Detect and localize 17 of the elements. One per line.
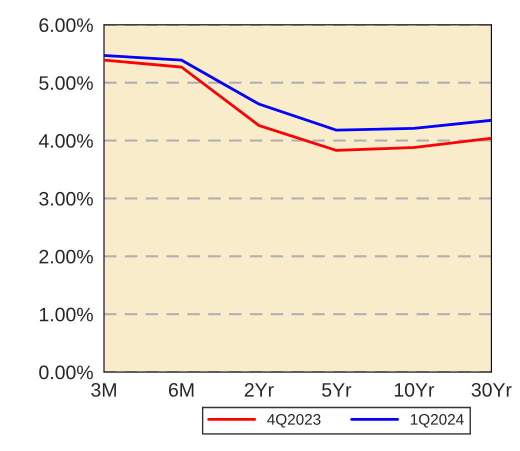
y-tick-label: 0.00%	[39, 366, 93, 380]
y-tick-label: 5.00%	[39, 76, 93, 90]
y-tick-label: 3.00%	[39, 192, 93, 206]
y-tick-label: 2.00%	[39, 250, 93, 264]
legend-label: 4Q2023	[267, 414, 320, 428]
x-tick-label: 3M	[91, 383, 116, 397]
x-tick-label: 5Yr	[322, 383, 352, 397]
y-tick-label: 6.00%	[39, 18, 93, 32]
y-tick-label: 4.00%	[38, 134, 93, 148]
legend-label: 1Q2024	[410, 414, 464, 428]
line-series	[104, 58, 492, 152]
y-tick-label: 1.00%	[40, 308, 93, 322]
x-tick-label: 2Yr	[244, 383, 274, 397]
line-series	[104, 54, 492, 132]
x-tick-label: 10Yr	[394, 383, 434, 397]
x-tick-label: 6M	[168, 383, 194, 397]
x-tick-label: 30Yr	[472, 383, 512, 397]
